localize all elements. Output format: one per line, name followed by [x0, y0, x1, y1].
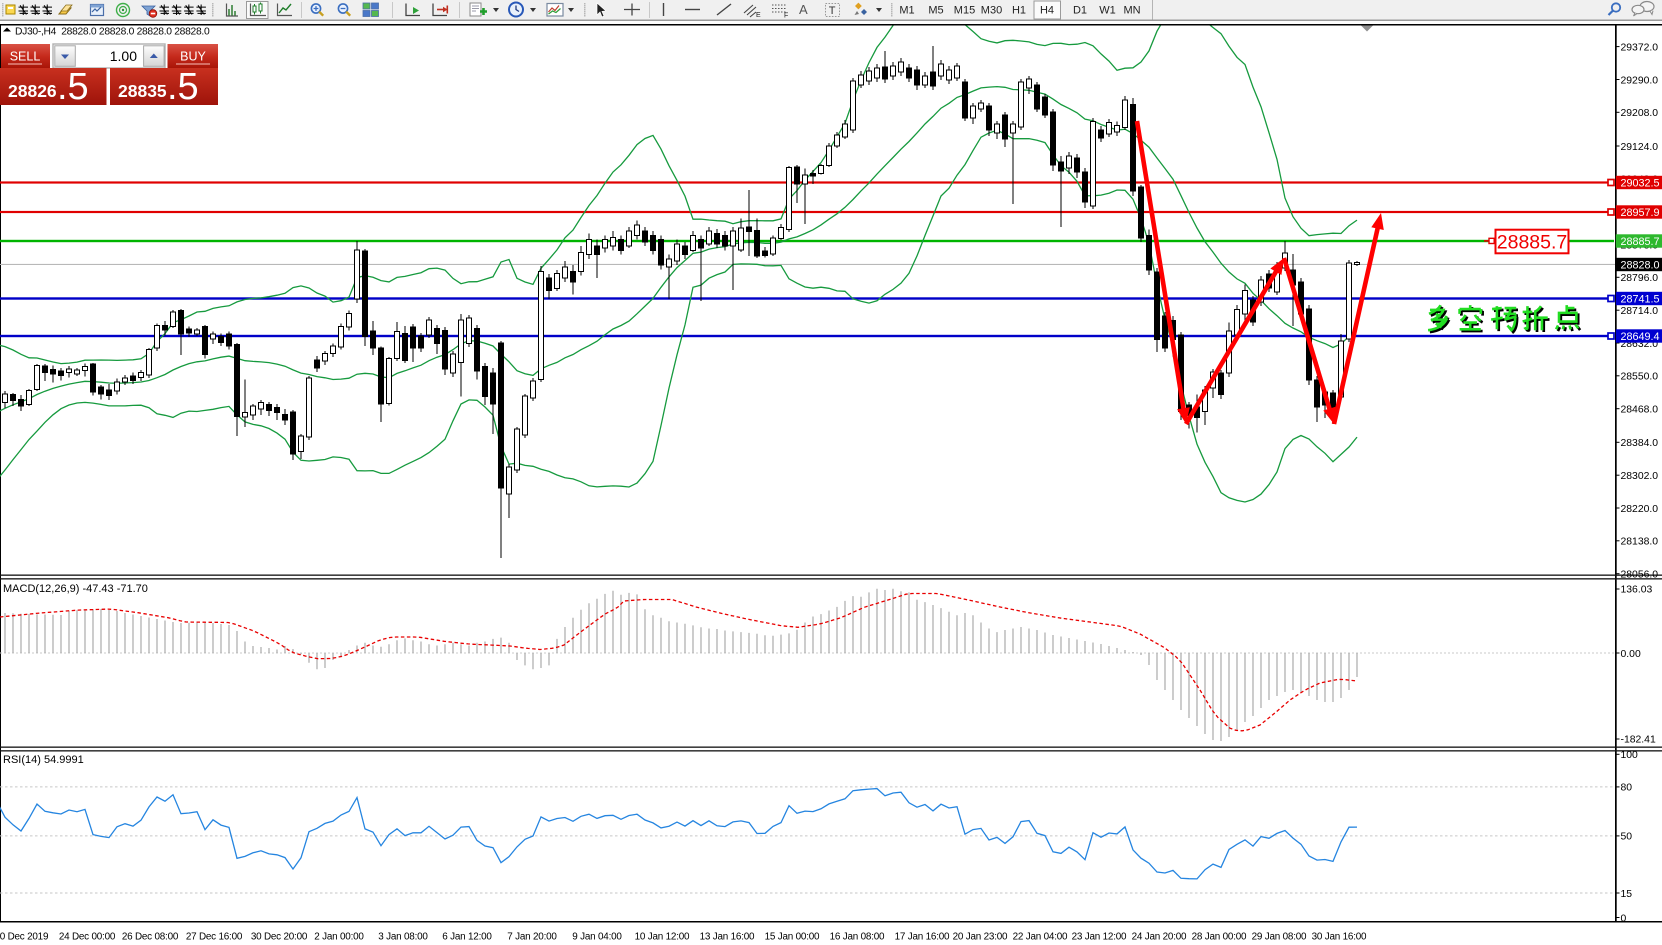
svg-text:MACD(12,26,9) -47.43 -71.70: MACD(12,26,9) -47.43 -71.70: [3, 583, 148, 595]
svg-text:DJ30-,H4 28828.0 28828.0 2882: DJ30-,H4 28828.0 28828.0 28828.0 28828.0: [15, 27, 210, 38]
svg-text:M15: M15: [954, 5, 975, 17]
svg-text:28056.0: 28056.0: [1621, 570, 1659, 581]
svg-text:28 Jan 00:00: 28 Jan 00:00: [1192, 932, 1247, 943]
svg-text:28220.0: 28220.0: [1621, 504, 1659, 515]
svg-text:0: 0: [1621, 913, 1627, 924]
svg-text:80: 80: [1621, 783, 1633, 794]
svg-text:20 Jan 23:00: 20 Jan 23:00: [953, 932, 1008, 943]
svg-text:BUY: BUY: [180, 50, 206, 64]
svg-text:10 Jan 12:00: 10 Jan 12:00: [635, 932, 690, 943]
svg-text:28714.0: 28714.0: [1621, 306, 1659, 317]
svg-text:28302.0: 28302.0: [1621, 471, 1659, 482]
svg-text:29124.0: 29124.0: [1621, 142, 1659, 153]
svg-text:M5: M5: [928, 5, 943, 17]
svg-text:28741.5: 28741.5: [1621, 294, 1660, 306]
svg-text:26 Dec 08:00: 26 Dec 08:00: [122, 932, 179, 943]
svg-text:E: E: [756, 12, 761, 19]
svg-text:28957.9: 28957.9: [1621, 207, 1660, 219]
svg-text:.5: .5: [57, 66, 89, 108]
svg-text:D1: D1: [1073, 5, 1087, 17]
svg-text:28885.7: 28885.7: [1621, 236, 1660, 248]
svg-text:W1: W1: [1099, 5, 1116, 17]
svg-text:15 Jan 00:00: 15 Jan 00:00: [765, 932, 820, 943]
svg-text:MN: MN: [1123, 5, 1140, 17]
svg-text:16 Jan 08:00: 16 Jan 08:00: [830, 932, 885, 943]
svg-text:27 Dec 16:00: 27 Dec 16:00: [186, 932, 243, 943]
svg-text:1.00: 1.00: [110, 48, 137, 64]
svg-text:28826: 28826: [8, 81, 57, 101]
svg-text:3 Jan 08:00: 3 Jan 08:00: [378, 932, 428, 943]
svg-text:0 Dec 2019: 0 Dec 2019: [0, 932, 49, 943]
svg-text:136.03: 136.03: [1621, 584, 1653, 595]
svg-text:17 Jan 16:00: 17 Jan 16:00: [895, 932, 950, 943]
svg-text:30 Dec 20:00: 30 Dec 20:00: [251, 932, 308, 943]
svg-text:13 Jan 16:00: 13 Jan 16:00: [700, 932, 755, 943]
svg-text:F: F: [784, 13, 788, 20]
svg-text:28835: 28835: [118, 81, 167, 101]
svg-text:28138.0: 28138.0: [1621, 537, 1659, 548]
svg-text:SELL: SELL: [10, 50, 41, 64]
svg-text:29290.0: 29290.0: [1621, 75, 1659, 86]
svg-text:28828.0: 28828.0: [1621, 260, 1660, 272]
svg-text:2 Jan 00:00: 2 Jan 00:00: [314, 932, 364, 943]
svg-text:50: 50: [1621, 832, 1633, 843]
svg-text:29 Jan 08:00: 29 Jan 08:00: [1252, 932, 1307, 943]
svg-text:29208.0: 29208.0: [1621, 108, 1659, 119]
svg-text:24 Dec 00:00: 24 Dec 00:00: [59, 932, 116, 943]
svg-text:M1: M1: [899, 5, 914, 17]
svg-text:28550.0: 28550.0: [1621, 372, 1659, 383]
svg-text:M30: M30: [981, 5, 1002, 17]
svg-text:0.00: 0.00: [1621, 649, 1641, 660]
svg-text:22 Jan 04:00: 22 Jan 04:00: [1013, 932, 1068, 943]
svg-text:28796.0: 28796.0: [1621, 273, 1659, 284]
svg-text:28384.0: 28384.0: [1621, 438, 1659, 449]
svg-text:30 Jan 16:00: 30 Jan 16:00: [1312, 932, 1367, 943]
svg-text:28885.7: 28885.7: [1497, 231, 1568, 253]
svg-text:15: 15: [1621, 889, 1633, 900]
svg-text:RSI(14) 54.9991: RSI(14) 54.9991: [3, 754, 84, 766]
svg-text:100: 100: [1621, 750, 1639, 761]
svg-text:6 Jan 12:00: 6 Jan 12:00: [442, 932, 492, 943]
svg-text:T: T: [829, 5, 836, 17]
svg-text:29372.0: 29372.0: [1621, 42, 1659, 53]
svg-text:9 Jan 04:00: 9 Jan 04:00: [572, 932, 622, 943]
svg-text:24 Jan 20:00: 24 Jan 20:00: [1132, 932, 1187, 943]
svg-text:H1: H1: [1012, 5, 1026, 17]
svg-text:29032.5: 29032.5: [1621, 178, 1660, 190]
svg-text:28649.4: 28649.4: [1621, 331, 1660, 343]
svg-text:28632.0: 28632.0: [1621, 339, 1659, 350]
svg-text:H4: H4: [1040, 5, 1054, 17]
svg-text:-182.41: -182.41: [1621, 734, 1656, 745]
svg-text:28468.0: 28468.0: [1621, 405, 1659, 416]
svg-text:23 Jan 12:00: 23 Jan 12:00: [1072, 932, 1127, 943]
svg-text:A: A: [799, 2, 808, 17]
svg-text:.5: .5: [167, 66, 199, 108]
svg-text:7 Jan 20:00: 7 Jan 20:00: [507, 932, 557, 943]
